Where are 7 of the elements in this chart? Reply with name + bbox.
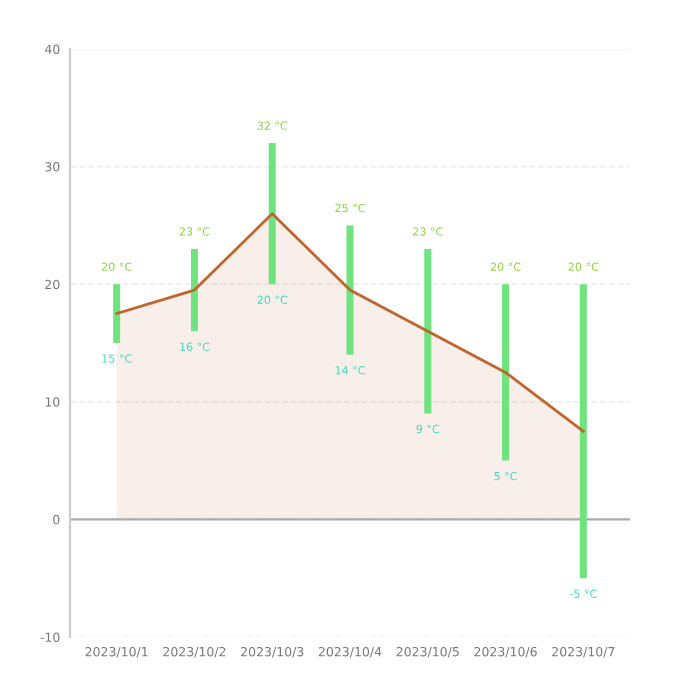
bar: [424, 248, 432, 414]
bar: [579, 284, 587, 579]
bar: [113, 284, 121, 343]
bar: [190, 248, 198, 332]
bar: [346, 225, 354, 355]
bar: [268, 143, 276, 285]
bar: [502, 284, 510, 461]
